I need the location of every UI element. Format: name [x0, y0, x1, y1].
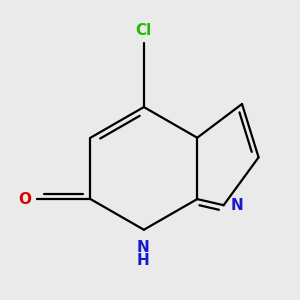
Text: N: N: [231, 198, 244, 213]
Text: O: O: [19, 192, 32, 207]
Text: Cl: Cl: [136, 23, 152, 38]
Text: H: H: [136, 253, 149, 268]
Text: N: N: [136, 240, 149, 255]
